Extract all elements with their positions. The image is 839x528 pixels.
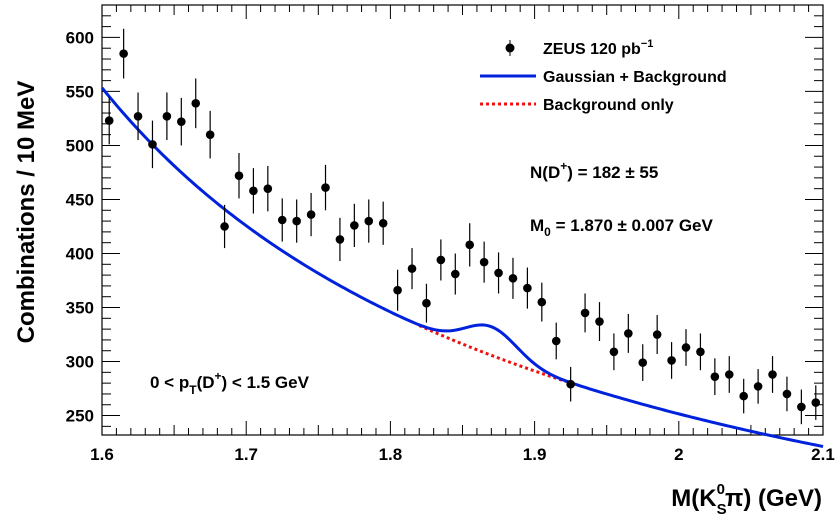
y-tick-label: 550	[66, 82, 94, 101]
data-point	[551, 336, 561, 346]
data-point	[364, 216, 374, 226]
data-point	[234, 171, 244, 181]
data-points	[104, 28, 821, 425]
data-point	[667, 356, 676, 365]
data-point	[537, 297, 547, 307]
y-axis-ticks: 250 300 350 400 450 500 550 600	[66, 4, 823, 427]
data-point	[306, 210, 316, 219]
data-point	[580, 308, 590, 318]
data-point	[739, 391, 748, 401]
legend-entry-data-label: ZEUS 120 pb	[543, 41, 641, 58]
x-axis-ticks: 1.6 1.7 1.8 1.9 2 2.1	[90, 5, 835, 464]
data-point	[768, 370, 777, 379]
data-point	[104, 116, 114, 125]
annotation-n-dplus-post: ) = 182 ± 55	[567, 163, 658, 182]
data-point	[191, 99, 201, 108]
data-point	[638, 358, 648, 367]
x-axis-title: M(KS 0π) (GeV)	[671, 481, 822, 518]
data-point	[277, 215, 287, 225]
data-point	[753, 382, 763, 391]
data-point	[249, 186, 258, 196]
data-point	[566, 379, 575, 389]
data-point	[523, 283, 532, 293]
data-point	[782, 389, 792, 399]
y-axis-title: Combinations / 10 MeV	[13, 81, 40, 344]
annotation-pt-mid: (D	[197, 373, 215, 392]
annotation-n-dplus-pre: N(D	[530, 163, 560, 182]
annotation-mass: M0 = 1.870 ± 0.007 GeV	[530, 216, 713, 239]
annotation-mass-sub: 0	[544, 225, 551, 239]
legend-entry-bkg: Background only	[543, 97, 674, 114]
data-point	[422, 298, 431, 308]
x-tick-label: 1.7	[234, 445, 258, 464]
data-point	[595, 317, 604, 326]
x-axis-title-sub: S	[717, 501, 727, 518]
data-point	[177, 117, 186, 126]
data-point	[393, 285, 402, 295]
x-tick-label: 1.8	[379, 445, 403, 464]
data-point	[450, 269, 460, 279]
legend-entry-data-sup: −1	[641, 38, 654, 50]
data-point	[148, 140, 157, 149]
x-tick-label: 1.9	[523, 445, 547, 464]
x-axis-title-main: M(K	[671, 485, 717, 512]
data-point	[479, 257, 489, 267]
data-point	[494, 268, 503, 278]
data-point	[609, 347, 619, 357]
gaussian-plus-background-curve	[100, 86, 824, 448]
annotation-mass-post: = 1.870 ± 0.007 GeV	[551, 216, 714, 235]
annotation-n-dplus-sup: +	[560, 159, 567, 173]
y-tick-label: 400	[66, 244, 94, 263]
data-point	[133, 111, 143, 121]
x-tick-label: 2.1	[811, 445, 835, 464]
data-point	[681, 343, 691, 352]
data-point	[797, 402, 806, 412]
data-point	[292, 216, 301, 226]
legend-entry-fit: Gaussian + Background	[543, 69, 727, 86]
data-point	[710, 372, 720, 381]
data-point	[407, 264, 417, 273]
annotation-pt-sup: +	[215, 369, 222, 383]
data-point	[724, 370, 734, 379]
data-point	[508, 274, 518, 283]
data-point	[465, 240, 475, 250]
data-point	[220, 222, 229, 231]
data-point	[335, 235, 345, 244]
x-tick-label: 1.6	[90, 445, 114, 464]
data-point	[162, 111, 172, 121]
y-tick-label: 450	[66, 190, 94, 209]
x-axis-title-sup: 0	[717, 481, 725, 498]
data-point	[263, 184, 273, 193]
data-point	[350, 221, 359, 230]
annotation-pt-sub: T	[189, 383, 197, 397]
legend: ZEUS 120 pb−1 Gaussian + Background Back…	[480, 38, 727, 114]
x-tick-label: 2	[674, 445, 683, 464]
data-point	[652, 330, 662, 339]
x-axis-title-tail: π) (GeV)	[725, 485, 822, 512]
data-point	[119, 49, 128, 58]
background-only-curve	[418, 324, 567, 383]
data-point	[436, 255, 446, 265]
annotation-pt-pre: 0 < p	[150, 373, 189, 392]
data-point	[205, 130, 215, 139]
annotation-mass-pre: M	[530, 216, 544, 235]
y-tick-label: 500	[66, 136, 94, 155]
data-point	[378, 218, 388, 228]
y-tick-label: 350	[66, 299, 94, 318]
annotation-pt-post: ) < 1.5 GeV	[222, 373, 310, 392]
annotation-pt-range: 0 < pT(D+) < 1.5 GeV	[150, 369, 310, 397]
data-point	[624, 329, 633, 338]
y-tick-label: 600	[66, 28, 94, 47]
y-tick-label: 250	[66, 407, 94, 426]
data-point	[321, 183, 330, 192]
legend-entry-data: ZEUS 120 pb−1	[543, 38, 653, 58]
data-point	[811, 398, 821, 407]
data-point	[696, 347, 705, 357]
y-tick-label: 300	[66, 353, 94, 372]
annotation-n-dplus: N(D+) = 182 ± 55	[530, 159, 658, 182]
